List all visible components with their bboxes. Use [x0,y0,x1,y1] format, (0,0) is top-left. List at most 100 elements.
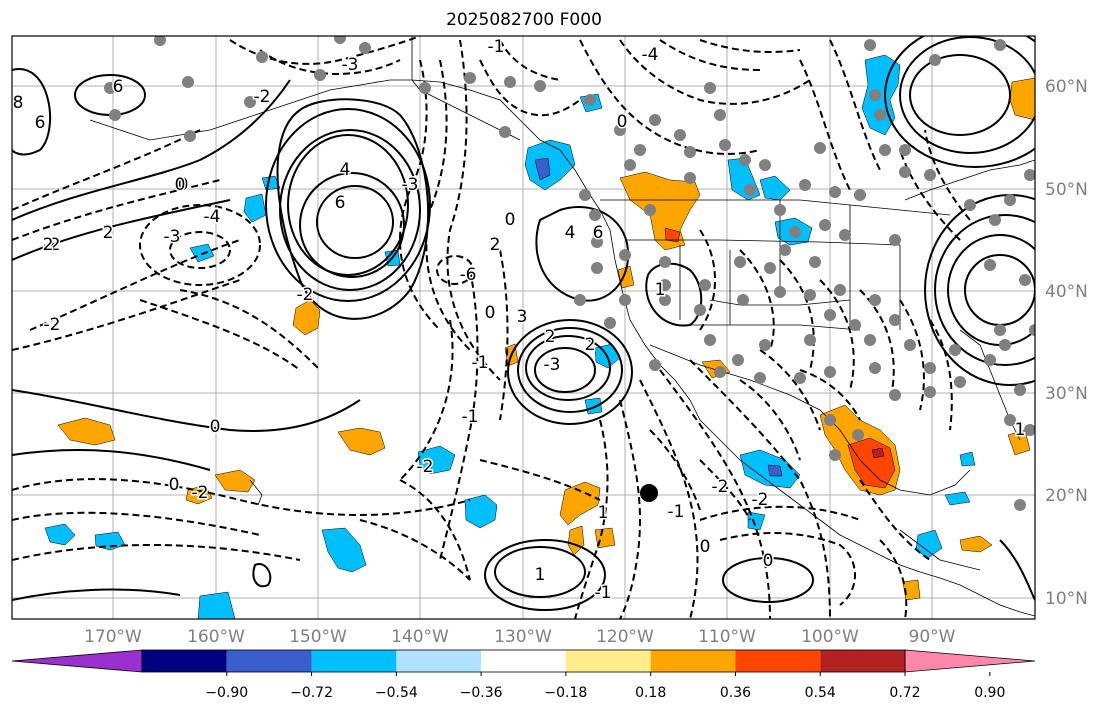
contour-label: -2 [254,87,271,107]
contour-label: -4 [204,207,221,227]
lon-label: 90°W [909,627,956,647]
shade-blue [197,591,236,619]
coastlines [89,36,1035,617]
contour-label: 2 [585,335,596,355]
colorbar-tick-label: −0.36 [460,685,503,701]
contour-label: -1 [462,407,479,427]
colorbar-segment [142,650,227,672]
lat-label: 40°N [1045,282,1088,302]
contour-label: 1 [655,280,666,300]
contours-positive [12,36,1035,611]
lat-label: 30°N [1045,384,1088,404]
colorbar-segment [650,650,736,672]
contour-label: -2 [417,457,434,477]
contour-label: -2 [297,285,314,305]
shade-blue [584,397,603,415]
contour-label: -2 [712,477,729,497]
contour-label: 6 [335,193,346,213]
contour-label: -1 [472,353,489,373]
colorbar-segment [226,650,312,672]
shade-orange [337,427,386,456]
shade-blue [94,531,126,551]
contour-label: 2 [490,235,501,255]
contour-label: 0 [485,303,496,323]
shade-darkblue [534,157,551,181]
contour-label: 0 [763,551,774,571]
lon-label: 160°W [187,627,245,647]
shade-red [847,437,896,489]
contour-label: 3 [517,307,528,327]
contour-label: 1 [535,565,546,585]
contour-label: -6 [460,265,477,285]
lon-label: 140°W [391,627,449,647]
shade-blue [944,491,971,506]
shade-orange [57,417,116,446]
contour-label: 6 [593,223,604,243]
contour-label: 0 [210,417,221,437]
shade-darkblue [767,464,783,477]
contour-label: 0 [505,210,516,230]
contour-label: 6 [35,113,46,133]
lon-label: 130°W [494,627,552,647]
colorbar-tick-label: 0.36 [720,685,751,701]
shade-blue [464,494,498,529]
contour-label: 1 [1015,420,1026,440]
shade-orange [959,535,993,553]
lat-label: 10°N [1045,589,1088,609]
contour-label: 1 [598,503,609,523]
latitude-labels: 60°N 50°N 40°N 30°N 20°N 10°N [1045,77,1088,609]
lon-label: 120°W [596,627,654,647]
contour-label: -3 [164,227,181,247]
contour-label: 0 [178,175,189,195]
shade-blue [321,527,367,573]
contour-label: 4 [565,223,576,243]
shade-orange [214,469,256,493]
map-title: 2025082700 F000 [446,10,602,30]
contour-label: 4 [340,160,351,180]
lon-label: 170°W [84,627,142,647]
contour-label: -2 [192,483,209,503]
shade-red [664,227,681,243]
lat-label: 50°N [1045,180,1088,200]
contour-label: 0 [555,13,566,33]
contour-label: -4 [642,45,659,65]
contour-label: -3 [342,55,359,75]
contour-label: 2 [545,327,556,347]
contour-label: -2 [44,315,61,335]
colorbar-extension-high [904,649,1036,673]
longitude-labels: 170°W 160°W 150°W 140°W 130°W 120°W 110°… [84,627,956,647]
colorbar: −0.90 −0.72 −0.54 −0.36 −0.18 0.18 0.36 0.54 0.7… [11,649,1036,701]
colorbar-tick-label: 0.18 [635,685,666,701]
colorbar-tick-label: 0.90 [974,685,1005,701]
graticule [12,36,1035,619]
colorbar-tick-label: −0.18 [544,685,587,701]
contour-label: -2 [752,490,769,510]
contour-label: 0 [700,537,711,557]
colorbar-extension-low [11,649,143,673]
shade-orange [292,299,321,336]
shade-blue [759,175,791,201]
contour-label: -3 [544,355,561,375]
contour-label: 2 [103,223,114,243]
shade-blue [44,523,76,546]
shade-blue [915,529,943,559]
contours-negative [12,36,971,619]
contour-label: 0 [175,175,186,195]
contour-label: 8 [13,93,24,113]
lon-label: 150°W [289,627,347,647]
lat-label: 20°N [1045,486,1088,506]
shade-blue [959,451,976,467]
colorbar-tick-label: −0.54 [375,685,418,701]
lon-label: 100°W [801,627,859,647]
colorbar-segment [396,650,482,672]
marker-dot [640,484,658,502]
shade-orange [559,481,601,526]
colorbar-segment [311,650,397,672]
colorbar-tick-label: 0.72 [889,685,920,701]
colorbar-tick-label: −0.90 [205,685,248,701]
colorbar-segment [820,650,905,672]
contour-label: 0 [617,112,628,132]
colorbar-segment [481,650,566,672]
lat-label: 60°N [1045,77,1088,97]
